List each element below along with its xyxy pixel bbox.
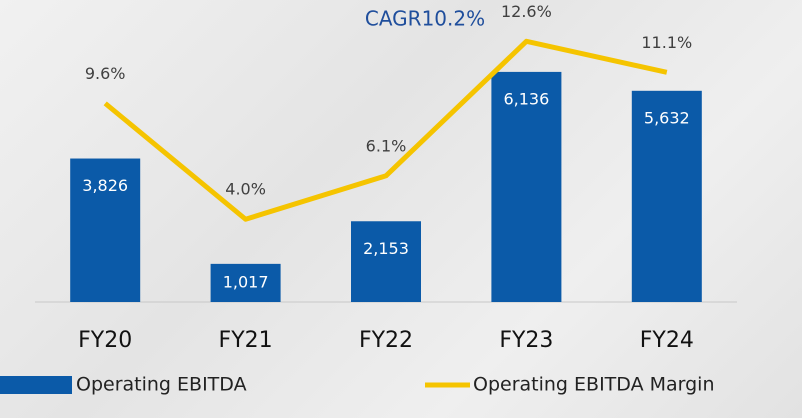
bar [631,90,702,302]
bar-value-label: 2,153 [363,239,409,258]
line [103,38,668,222]
x-tick-label: FY22 [359,328,413,353]
bar-value-label: 1,017 [223,272,269,291]
legend-label: Operating EBITDA Margin [473,374,715,396]
chart-title: CAGR10.2% [365,7,485,31]
bar [351,221,421,302]
legend-label: Operating EBITDA [76,374,247,396]
x-tick-label: FY20 [78,328,132,353]
line-value-label: 9.6% [85,64,126,83]
line-value-label: 4.0% [225,180,266,199]
legend-swatch [0,376,72,394]
x-tick-label: FY21 [219,328,273,353]
x-tick-label: FY23 [499,328,553,353]
line-value-label: 11.1% [641,33,692,52]
line-value-label: 12.6% [501,2,552,21]
bar-value-label: 5,632 [644,108,690,127]
line-value-label: 6.1% [366,136,407,155]
x-tick-label: FY24 [640,328,694,353]
bar-value-label: 6,136 [503,89,549,108]
bar-value-label: 3,826 [82,176,128,195]
bar [491,71,562,303]
bar [210,263,281,302]
bar [70,158,141,302]
